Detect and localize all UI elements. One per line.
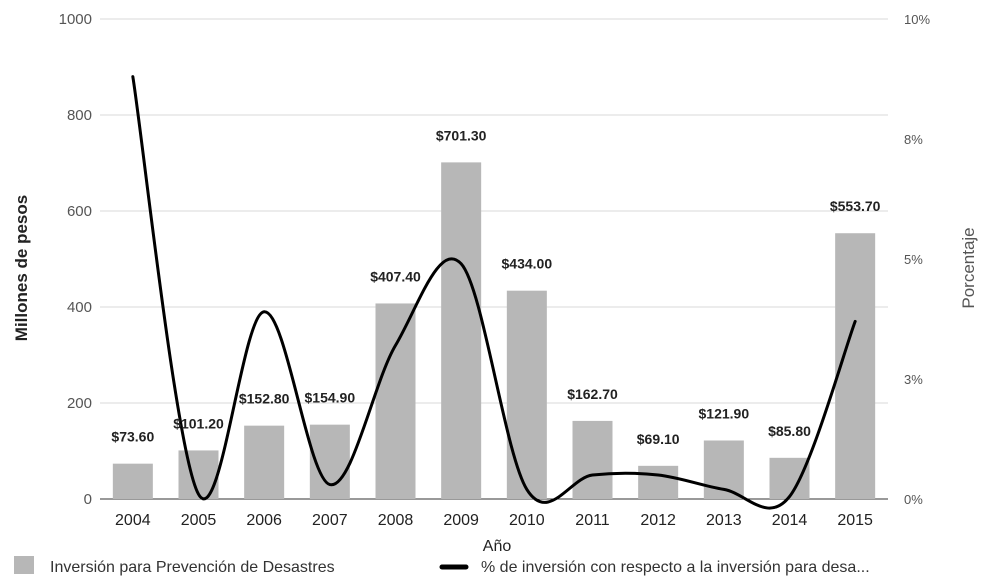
y2-tick-label: 0% — [904, 492, 923, 507]
bar-data-label: $553.70 — [830, 198, 881, 214]
bar — [244, 425, 285, 499]
bar-data-label: $85.80 — [768, 423, 811, 439]
x-tick-label: 2005 — [181, 512, 217, 529]
bar — [441, 162, 482, 499]
y-tick-label: 400 — [67, 299, 92, 316]
legend-bar-swatch — [14, 556, 34, 574]
bar-data-labels: $73.60 $101.20 $152.80 $154.90 $407.40 $701.3… — [111, 127, 880, 446]
legend-bar-label: Inversión para Prevención de Desastres — [50, 559, 335, 576]
legend: Inversión para Prevención de Desastres %… — [14, 556, 870, 576]
x-tick-label: 2014 — [772, 512, 808, 529]
bar-data-label: $434.00 — [502, 256, 553, 272]
x-tick-label: 2013 — [706, 512, 742, 529]
y-tick-label: 1000 — [59, 11, 92, 28]
x-axis-label: Año — [483, 538, 512, 555]
y2-tick-label: 5% — [904, 252, 923, 267]
bar-data-label: $152.80 — [239, 391, 290, 407]
x-tick-label: 2007 — [312, 512, 348, 529]
y-axis-label: Millones de pesos — [12, 195, 31, 341]
bar-data-label: $154.90 — [305, 390, 356, 406]
x-tick-label: 2011 — [575, 512, 610, 529]
line-path — [131, 75, 857, 510]
x-tick-label: 2009 — [443, 512, 479, 529]
bar — [769, 457, 810, 499]
y-tick-label: 600 — [67, 203, 92, 220]
y2-tick-label: 10% — [904, 12, 930, 27]
x-axis-ticks: 2004 2005 2006 2007 2008 2009 2010 2011 2012 2013… — [115, 512, 873, 529]
y-tick-label: 800 — [67, 107, 92, 124]
left-axis-ticks: 0 200 400 600 800 1000 — [59, 11, 92, 508]
bar — [506, 290, 547, 499]
bar — [638, 465, 679, 499]
y2-tick-label: 8% — [904, 132, 923, 147]
line-series — [131, 75, 857, 510]
x-tick-label: 2008 — [378, 512, 414, 529]
bar — [572, 420, 613, 499]
bar-data-label: $73.60 — [111, 429, 154, 445]
bar-data-label: $701.30 — [436, 127, 487, 143]
bar — [375, 303, 416, 499]
y-tick-label: 200 — [67, 395, 92, 412]
bar-data-label: $162.70 — [567, 386, 618, 402]
y-tick-label: 0 — [84, 491, 92, 508]
x-tick-label: 2004 — [115, 512, 151, 529]
x-tick-label: 2010 — [509, 512, 545, 529]
right-axis-ticks: 0% 3% 5% 8% 10% — [904, 12, 930, 507]
bar-data-label: $407.40 — [370, 268, 421, 284]
y2-tick-label: 3% — [904, 372, 923, 387]
x-tick-label: 2006 — [246, 512, 282, 529]
bar-series — [112, 162, 876, 499]
bar-data-label: $69.10 — [637, 431, 680, 447]
gridlines — [100, 18, 888, 500]
y2-axis-label: Porcentaje — [959, 227, 978, 308]
bar-data-label: $121.90 — [699, 405, 750, 421]
bar — [112, 463, 153, 499]
x-tick-label: 2015 — [837, 512, 873, 529]
x-tick-label: 2012 — [640, 512, 676, 529]
legend-line-label: % de inversión con respecto a la inversi… — [481, 559, 870, 576]
bar-data-label: $101.20 — [173, 415, 224, 431]
